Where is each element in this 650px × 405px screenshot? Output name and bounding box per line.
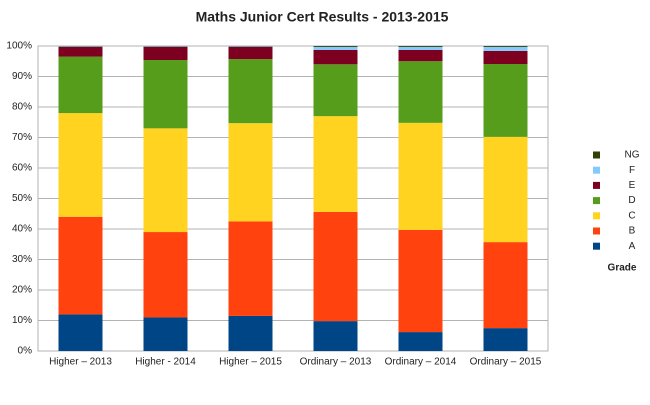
bar-segment [228, 123, 273, 222]
bar-segment [398, 229, 443, 333]
x-tick-label: Ordinary – 2014 [385, 357, 457, 368]
y-tick-label: 30% [12, 254, 32, 265]
bar-segment [483, 63, 528, 137]
bar-segment [58, 314, 103, 351]
chart-title: Maths Junior Cert Results - 2013-2015 [196, 9, 449, 25]
bar-segment [483, 242, 528, 329]
bar-segment [58, 46, 103, 47]
legend-swatch [593, 166, 600, 174]
legend-swatch [593, 212, 600, 220]
bar-segment [398, 332, 443, 351]
bar-segment [483, 136, 528, 243]
bar-segment [398, 46, 443, 47]
bar-segment [143, 60, 188, 129]
bar-segment [398, 61, 443, 123]
bar-segment [398, 122, 443, 230]
x-tick-label: Higher – 2015 [219, 357, 282, 368]
y-tick-label: 40% [12, 224, 32, 235]
bar-segment [398, 49, 443, 62]
bar-segment [228, 46, 273, 60]
bar-segment [228, 59, 273, 124]
y-tick-label: 80% [12, 102, 32, 113]
bar-segment [483, 328, 528, 351]
bar-segment [58, 113, 103, 217]
x-tick-label: Higher - 2014 [135, 357, 196, 368]
legend-swatch [593, 227, 600, 235]
legend-swatch [593, 181, 600, 189]
bar-segment [228, 46, 273, 47]
plot-frame [37, 45, 549, 352]
bar-segment [228, 221, 273, 316]
bar-segment [143, 46, 188, 61]
bar-segment [58, 216, 103, 315]
legend-swatch [593, 151, 600, 159]
bar-segment [143, 128, 188, 233]
bar-segment [58, 56, 103, 114]
y-tick-label: 10% [12, 315, 32, 326]
bar-segment [313, 211, 358, 322]
y-tick-label: 50% [12, 193, 32, 204]
bar-segment [313, 46, 358, 50]
y-tick-label: 100% [6, 41, 32, 52]
bar-segment [143, 46, 188, 47]
legend-label: E [629, 180, 636, 191]
bar-segment [143, 317, 188, 351]
legend-label: NG [625, 150, 640, 161]
legend-swatch [593, 197, 600, 205]
legend-title: Grade [608, 263, 637, 274]
y-tick-label: 60% [12, 163, 32, 174]
bar-segment [483, 46, 528, 51]
bar-segment [313, 116, 358, 212]
bar-segment [58, 46, 103, 57]
legend-label: F [629, 165, 635, 176]
y-tick-label: 70% [12, 132, 32, 143]
bar-segment [313, 64, 358, 117]
legend-label: B [629, 226, 636, 237]
bar-segment [313, 321, 358, 351]
legend-swatch [593, 242, 600, 250]
bar-segment [313, 46, 358, 47]
legend-label: A [629, 241, 636, 252]
bar-segment [143, 232, 188, 318]
bar-segment [398, 46, 443, 50]
bar-segment [483, 46, 528, 47]
y-tick-label: 90% [12, 71, 32, 82]
y-tick-label: 20% [12, 285, 32, 296]
bar-segment [313, 49, 358, 65]
x-tick-label: Higher – 2013 [49, 357, 112, 368]
x-tick-label: Ordinary – 2015 [470, 357, 542, 368]
y-tick-label: 0% [18, 346, 33, 357]
legend-label: D [628, 195, 635, 206]
legend-label: C [628, 210, 635, 221]
x-tick-label: Ordinary – 2013 [300, 357, 372, 368]
bar-segment [228, 315, 273, 351]
bar-segment [483, 50, 528, 64]
